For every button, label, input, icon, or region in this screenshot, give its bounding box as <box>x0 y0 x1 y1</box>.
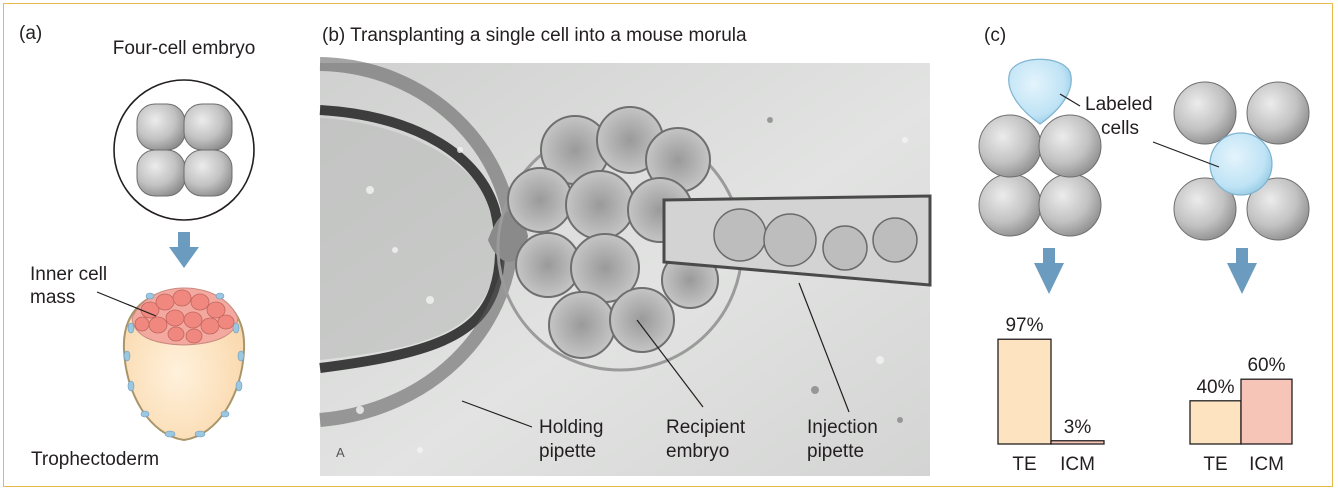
inner-cell-mass-cells <box>134 289 235 344</box>
panel-a-label: (a) <box>19 23 43 44</box>
bar-icm <box>1240 378 1293 445</box>
bar-category-label: TE <box>1203 454 1228 475</box>
labeled-cells-label-line2: cells <box>1101 118 1140 139</box>
figure-frame <box>3 3 1333 487</box>
bar-value-label: 60% <box>1247 355 1286 377</box>
down-arrow-icon <box>1227 248 1257 294</box>
recipient-embryo-label-line1: Recipient <box>666 417 746 438</box>
holding-pipette-label-line1: Holding <box>539 417 604 438</box>
panel-b-title: (b) Transplanting a single cell into a m… <box>322 25 747 46</box>
bar-value-label: 40% <box>1196 376 1235 398</box>
inner-cell-mass-leader <box>96 291 157 317</box>
bar-icm <box>1050 440 1105 445</box>
bar-value-label: 97% <box>1005 315 1044 337</box>
labeled-cell-right <box>1209 132 1273 196</box>
cell-group-left <box>978 58 1102 237</box>
trophectoderm-nuclei <box>123 292 245 438</box>
injection-pipette-label-line2: pipette <box>807 441 865 462</box>
inner-cell-mass-label-line2: mass <box>30 287 76 308</box>
four-cell-embryo-title: Four-cell embryo <box>112 38 256 59</box>
embryo-cell-tr <box>183 103 233 151</box>
micrograph <box>319 57 932 476</box>
holding-pipette-label-line2: pipette <box>539 441 597 462</box>
cell-group-right <box>1173 81 1310 241</box>
bar-value-label: 3% <box>1063 416 1092 438</box>
bar-te <box>997 338 1052 445</box>
labeled-cell-left <box>1008 58 1072 125</box>
embryo-cell-bl <box>136 149 186 197</box>
embryo-cell-tl <box>136 103 186 151</box>
bar-category-label: ICM <box>1060 454 1095 475</box>
recipient-embryo-label-line2: embryo <box>666 441 730 462</box>
bar-te <box>1189 400 1242 445</box>
labeled-cells-label-line1: Labeled <box>1085 94 1153 115</box>
down-arrow-icon <box>169 232 199 268</box>
bar-chart-left <box>997 338 1105 445</box>
trophectoderm-label: Trophectoderm <box>31 449 160 470</box>
embryo-cell-br <box>183 149 233 197</box>
down-arrow-icon <box>1034 248 1064 294</box>
bar-chart-right <box>1189 378 1293 445</box>
bar-category-label: TE <box>1012 454 1037 475</box>
four-cell-embryo <box>113 79 255 221</box>
labeled-cells-leaders <box>1059 93 1220 168</box>
micrograph-leaders <box>461 282 850 428</box>
panel-c-label: (c) <box>984 25 1007 46</box>
bar-category-label: ICM <box>1249 454 1284 475</box>
blastocyst <box>122 287 246 442</box>
inner-cell-mass-label-line1: Inner cell <box>30 264 108 285</box>
injection-pipette-label-line1: Injection <box>807 417 878 438</box>
photo-mark: A <box>336 445 345 460</box>
